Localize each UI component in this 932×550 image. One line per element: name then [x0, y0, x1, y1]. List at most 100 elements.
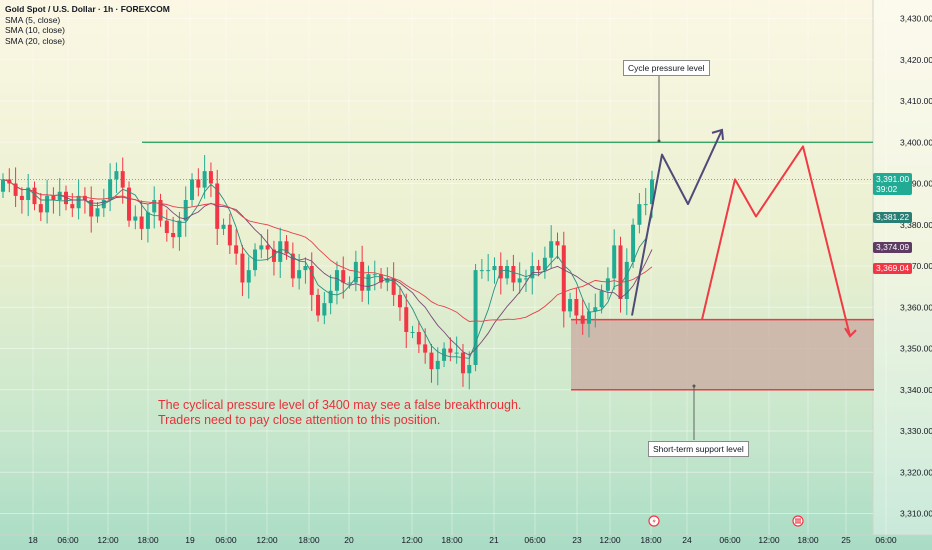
candle-body: [133, 216, 138, 221]
candle-body: [120, 171, 125, 188]
chart-legend: Gold Spot / U.S. Dollar · 1h · FOREXCOM …: [5, 4, 170, 46]
forecast-arrow-down-icon: [844, 327, 857, 338]
indicator-sma-20[interactable]: SMA (20, close): [5, 35, 65, 46]
candle-body: [631, 224, 636, 262]
candle-body: [353, 261, 358, 283]
time-tick-label: 06:00: [57, 535, 79, 545]
candle-body: [26, 187, 31, 200]
price-tick-label: 3,350.00: [900, 344, 932, 354]
candle-body: [360, 261, 365, 291]
candle-body: [410, 332, 415, 333]
candle-body: [593, 307, 598, 312]
candle-body: [366, 274, 371, 291]
price-tick-label: 3,370.00: [900, 261, 932, 271]
candle-body: [561, 245, 566, 312]
candle-body: [152, 200, 157, 213]
candle-body: [145, 212, 150, 229]
candle-body: [89, 200, 94, 217]
candle-body: [650, 179, 654, 205]
price-axis: 3,430.00 3,420.00 3,410.00 3,400.00 3,390.00…: [900, 14, 932, 519]
time-tick-label: 12:00: [256, 535, 278, 545]
forecast-path-bullish[interactable]: [631, 129, 723, 316]
candle-body: [328, 290, 333, 304]
candle-body: [1, 179, 5, 192]
cycle-pressure-callout[interactable]: Cycle pressure level: [623, 60, 710, 76]
candle-body: [505, 266, 510, 279]
candle-body: [435, 360, 440, 370]
time-tick-label: 25: [841, 535, 851, 545]
time-tick-label: 06:00: [875, 535, 897, 545]
candle-body: [391, 278, 396, 295]
candle-body: [492, 266, 497, 271]
candle-body: [45, 195, 50, 213]
price-tick-label: 3,310.00: [900, 509, 932, 519]
candle-body: [265, 245, 270, 250]
forecast-path-false-breakout[interactable]: [701, 145, 851, 337]
candle-body: [599, 290, 604, 308]
candle-body: [82, 195, 87, 200]
bar-countdown: 39:02: [876, 184, 898, 194]
price-tick-label: 3,330.00: [900, 426, 932, 436]
forecast-arrow-up-icon: [711, 128, 724, 140]
time-tick-label: 06:00: [215, 535, 237, 545]
price-tick-label: 3,420.00: [900, 55, 932, 65]
candle-body: [139, 216, 144, 229]
time-tick-label: 18:00: [137, 535, 159, 545]
candle-body: [511, 266, 516, 283]
time-tick-label: 23: [572, 535, 582, 545]
candle-body: [57, 191, 62, 200]
price-tick-label: 3,380.00: [900, 220, 932, 230]
time-tick-label: 18:00: [797, 535, 819, 545]
time-tick-label: 12:00: [758, 535, 780, 545]
economic-event-flag-icon[interactable]: [792, 515, 804, 527]
candle-body: [196, 179, 201, 188]
candle-body: [290, 253, 295, 279]
price-tick-label: 3,320.00: [900, 467, 932, 477]
time-tick-label: 18:00: [298, 535, 320, 545]
candle-body: [467, 365, 472, 374]
analysis-note[interactable]: The cyclical pressure level of 3400 may …: [158, 398, 521, 428]
indicator-sma-10[interactable]: SMA (10, close): [5, 25, 65, 35]
support-level-callout[interactable]: Short-term support level: [648, 441, 749, 457]
price-tick-label: 3,360.00: [900, 302, 932, 312]
indicator-sma-5[interactable]: SMA (5, close): [5, 14, 61, 25]
candle-body: [309, 266, 314, 295]
candle-body: [171, 233, 176, 238]
candle-body: [208, 171, 213, 184]
candle-body: [542, 257, 547, 271]
candlesticks: [1, 155, 654, 390]
time-tick-label: 12:00: [401, 535, 423, 545]
candle-body: [397, 294, 402, 308]
candle-body: [240, 253, 245, 283]
callout-top-anchor: [657, 139, 661, 143]
time-tick-label: 20: [344, 535, 354, 545]
candle-body: [108, 179, 113, 200]
candle-body: [460, 352, 465, 374]
candle-body: [486, 270, 491, 272]
candle-body: [202, 171, 207, 188]
price-tick-label: 3,400.00: [900, 137, 932, 147]
candle-body: [605, 278, 610, 291]
candle-body: [259, 245, 264, 250]
callout-bottom-anchor: [692, 384, 696, 388]
time-tick-label: 19: [185, 535, 195, 545]
flash-event-icon[interactable]: [648, 515, 660, 527]
candle-body: [32, 187, 37, 205]
last-price-tag: 3,391.00 39:02: [873, 173, 913, 195]
candle-body: [429, 352, 434, 370]
candle-body: [246, 270, 251, 283]
sma-10-price-tag: 3,374.09: [873, 242, 913, 253]
candle-body: [479, 270, 484, 272]
candle-body: [316, 294, 321, 316]
candle-body: [303, 266, 308, 271]
candle-body: [13, 183, 18, 196]
time-tick-label: 24: [682, 535, 692, 545]
symbol-title[interactable]: Gold Spot / U.S. Dollar · 1h · FOREXCOM: [5, 4, 170, 14]
support-zone[interactable]: [571, 319, 874, 390]
time-tick-label: 12:00: [599, 535, 621, 545]
candle-body: [555, 241, 560, 246]
candle-body: [334, 270, 339, 291]
candle-body: [164, 220, 169, 233]
